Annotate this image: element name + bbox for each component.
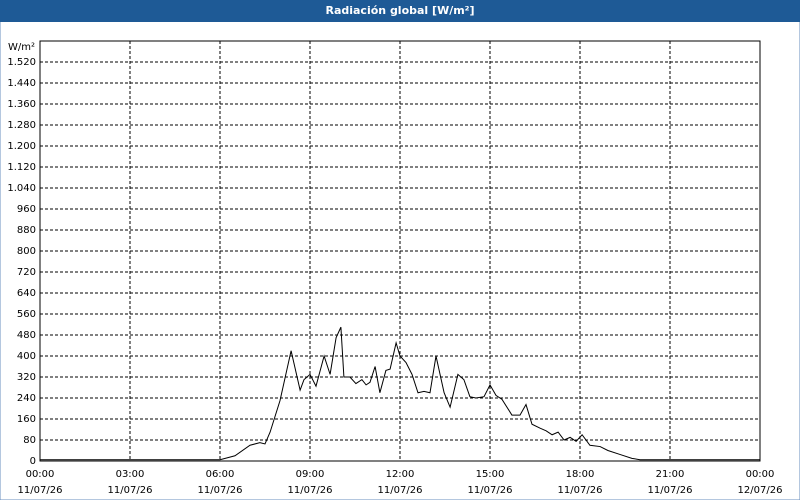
y-tick-label: 720 (17, 267, 36, 278)
y-tick-label: 1.120 (7, 162, 36, 173)
x-tick-label: 12:00 (386, 469, 415, 480)
x-tick-date: 11/07/26 (558, 485, 603, 496)
y-tick-label: 560 (17, 309, 36, 320)
y-tick-label: 1.440 (7, 78, 36, 89)
title-bar (0, 0, 800, 22)
y-tick-label: 960 (17, 204, 36, 215)
y-tick-label: 880 (17, 225, 36, 236)
y-tick-label: 1.520 (7, 57, 36, 68)
x-tick-date: 11/07/26 (198, 485, 243, 496)
y-tick-label: 1.040 (7, 183, 36, 194)
x-tick-label: 00:00 (746, 469, 775, 480)
chart-title: Radiación global [W/m²] (325, 4, 474, 17)
y-tick-label: 320 (17, 372, 36, 383)
y-tick-label: 640 (17, 288, 36, 299)
x-tick-label: 09:00 (296, 469, 325, 480)
x-tick-date: 11/07/26 (378, 485, 423, 496)
x-tick-label: 18:00 (566, 469, 595, 480)
y-tick-label: 240 (17, 393, 36, 404)
data-line (40, 326, 760, 461)
y-tick-label: 800 (17, 246, 36, 257)
y-tick-label: 480 (17, 330, 36, 341)
y-tick-label: 1.280 (7, 120, 36, 131)
x-tick-label: 15:00 (476, 469, 505, 480)
x-tick-label: 06:00 (206, 469, 235, 480)
x-tick-date: 11/07/26 (468, 485, 513, 496)
plot-border (39, 40, 761, 462)
y-tick-label: 0 (30, 456, 36, 467)
y-tick-label: 400 (17, 351, 36, 362)
x-tick-label: 03:00 (116, 469, 145, 480)
x-tick-date: 11/07/26 (108, 485, 153, 496)
x-tick-date: 11/07/26 (648, 485, 693, 496)
y-tick-label: 80 (23, 435, 36, 446)
x-tick-label: 00:00 (26, 469, 55, 480)
x-tick-label: 21:00 (656, 469, 685, 480)
x-tick-date: 11/07/26 (18, 485, 63, 496)
y-tick-label: 160 (17, 414, 36, 425)
x-tick-date: 12/07/26 (738, 485, 783, 496)
x-tick-date: 11/07/26 (288, 485, 333, 496)
y-tick-label: 1.200 (7, 141, 36, 152)
y-axis-label: W/m² (8, 42, 35, 53)
y-tick-label: 1.360 (7, 99, 36, 110)
